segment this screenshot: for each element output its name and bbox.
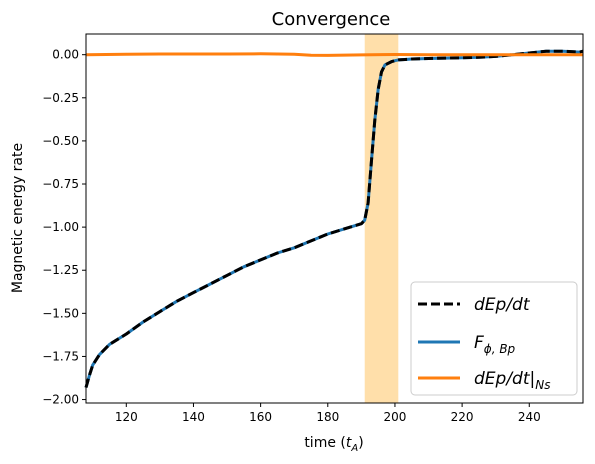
x-axis-label-var: t: [346, 435, 352, 451]
chart-title: Convergence: [272, 9, 391, 30]
legend: dEp/dt Fϕ, Bp dEp/dt|Ns: [410, 281, 578, 396]
x-tick-label: 200: [383, 410, 406, 424]
y-axis-ticks: 0.00 −0.25 −0.50 −0.75 −1.00 −1.25 −1.50 −1.75 −…: [42, 48, 86, 407]
x-tick-label: 160: [249, 410, 272, 424]
highlight-span-layer: [364, 34, 399, 403]
plot-area: [84, 33, 584, 404]
x-axis-label-close: ): [358, 435, 363, 451]
y-tick-label: −0.75: [42, 177, 79, 191]
series-line-2: [85, 52, 583, 57]
x-tick-label: 220: [451, 410, 474, 424]
x-axis-label-sub: A: [350, 443, 358, 454]
y-tick-label: −1.25: [42, 263, 79, 277]
legend-label-dep-dt-ns-main: dEp/dt|: [474, 369, 535, 389]
legend-label-flux: Fϕ, Bp: [474, 333, 516, 356]
axes-frame: [85, 33, 584, 404]
y-tick-label: −1.50: [42, 306, 79, 320]
y-tick-label: −2.00: [42, 393, 79, 407]
series-line-0: [84, 49, 584, 388]
series-layer: [84, 49, 584, 388]
x-axis-label-main: time (: [304, 435, 346, 451]
x-tick-label: 120: [115, 410, 138, 424]
highlight-span: [364, 34, 399, 403]
legend-label-flux-main: F: [474, 333, 484, 353]
legend-label-flux-sub: ϕ, Bp: [484, 342, 516, 356]
legend-box: [410, 281, 578, 396]
x-tick-label: 180: [316, 410, 339, 424]
x-axis-ticks: 120 140 160 180 200 220 240: [115, 403, 541, 424]
y-tick-label: −1.75: [42, 349, 79, 363]
x-tick-label: 140: [182, 410, 205, 424]
x-tick-label: 240: [518, 410, 541, 424]
legend-label-dep-dt-ns-sub: Ns: [535, 378, 550, 392]
legend-label-dep-dt: dEp/dt: [474, 295, 531, 315]
y-tick-label: −0.25: [42, 91, 79, 105]
y-tick-label: −1.00: [42, 220, 79, 234]
x-axis-label: time (tA): [304, 435, 363, 454]
y-tick-label: −0.50: [42, 134, 79, 148]
legend-label-dep-dt-ns: dEp/dt|Ns: [474, 369, 550, 392]
y-axis-label: Magnetic energy rate: [10, 143, 26, 293]
y-tick-label: 0.00: [52, 48, 79, 62]
